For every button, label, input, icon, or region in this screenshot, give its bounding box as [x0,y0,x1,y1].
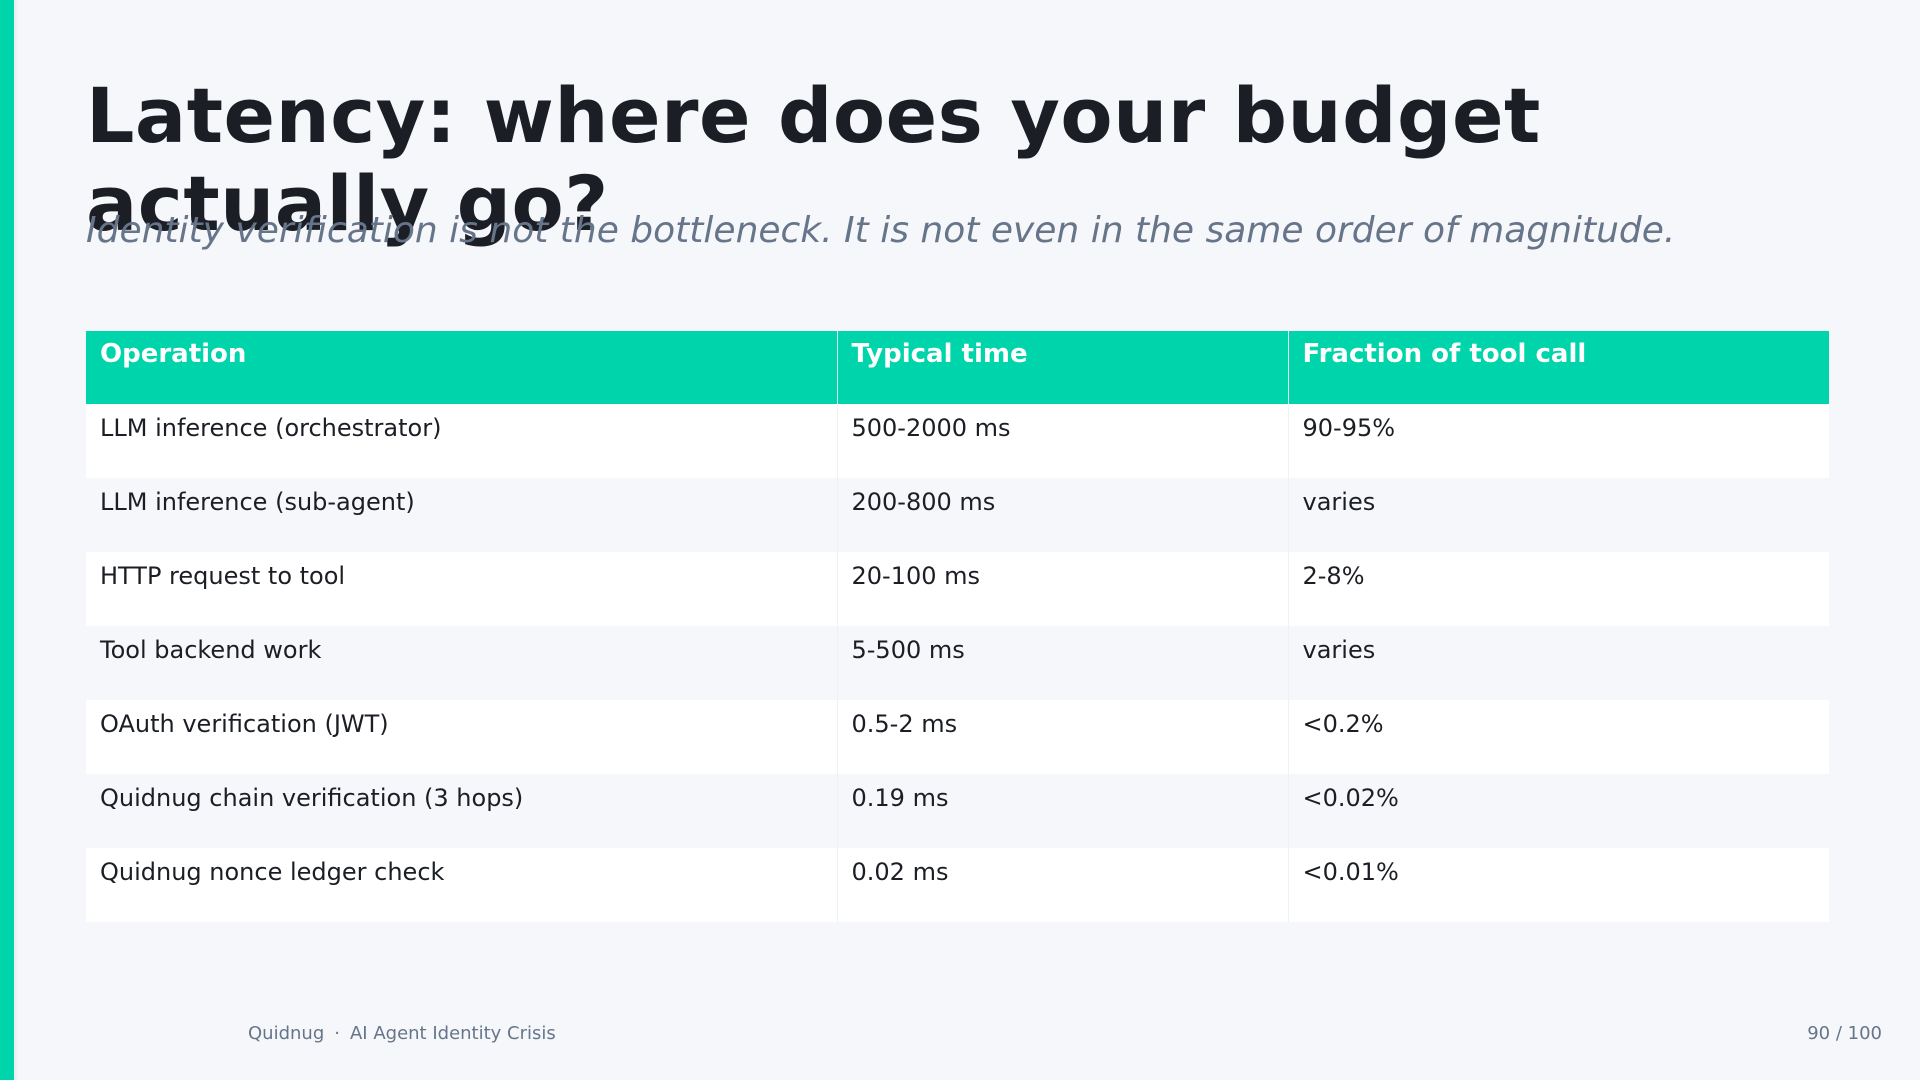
cell-typical-time: 200-800 ms [836,478,1288,552]
latency-table: Operation Typical time Fraction of tool … [86,331,1829,922]
cell-operation: HTTP request to tool [86,552,837,626]
header-typical-time: Typical time [836,331,1288,404]
table-header-row: Operation Typical time Fraction of tool … [86,331,1829,404]
slide-subtitle: Identity verification is not the bottlen… [86,210,1676,251]
table-row: LLM inference (sub-agent) 200-800 ms var… [86,478,1829,552]
cell-typical-time: 0.02 ms [836,848,1288,922]
cell-fraction: <0.2% [1287,700,1829,774]
cell-typical-time: 5-500 ms [836,626,1288,700]
cell-fraction: <0.02% [1287,774,1829,848]
header-fraction: Fraction of tool call [1287,331,1829,404]
cell-fraction: varies [1287,478,1829,552]
cell-fraction: 90-95% [1287,404,1829,478]
table-row: Quidnug nonce ledger check 0.02 ms <0.01… [86,848,1829,922]
accent-bar [0,0,14,1080]
cell-fraction: 2-8% [1287,552,1829,626]
cell-typical-time: 0.5-2 ms [836,700,1288,774]
page-number: 90 / 100 [1807,1023,1882,1044]
table-row: LLM inference (orchestrator) 500-2000 ms… [86,404,1829,478]
table-row: Quidnug chain verification (3 hops) 0.19… [86,774,1829,848]
header-operation: Operation [86,331,837,404]
cell-operation: LLM inference (orchestrator) [86,404,837,478]
cell-operation: LLM inference (sub-agent) [86,478,837,552]
cell-operation: OAuth verification (JWT) [86,700,837,774]
slide-title: Latency: where does your budget actually… [86,71,1541,248]
accent-bar-shadow [14,0,18,1080]
cell-fraction: <0.01% [1287,848,1829,922]
cell-fraction: varies [1287,626,1829,700]
footer-brand: Quidnug [248,1023,325,1044]
footer-separator: · [334,1023,340,1044]
table-row: Tool backend work 5-500 ms varies [86,626,1829,700]
footer-deck-title: AI Agent Identity Crisis [349,1023,556,1044]
cell-typical-time: 20-100 ms [836,552,1288,626]
table-row: OAuth verification (JWT) 0.5-2 ms <0.2% [86,700,1829,774]
footer-deck-info: Quidnug · AI Agent Identity Crisis [248,1023,556,1044]
cell-operation: Tool backend work [86,626,837,700]
cell-operation: Quidnug chain verification (3 hops) [86,774,837,848]
cell-typical-time: 0.19 ms [836,774,1288,848]
cell-typical-time: 500-2000 ms [836,404,1288,478]
table-row: HTTP request to tool 20-100 ms 2-8% [86,552,1829,626]
cell-operation: Quidnug nonce ledger check [86,848,837,922]
